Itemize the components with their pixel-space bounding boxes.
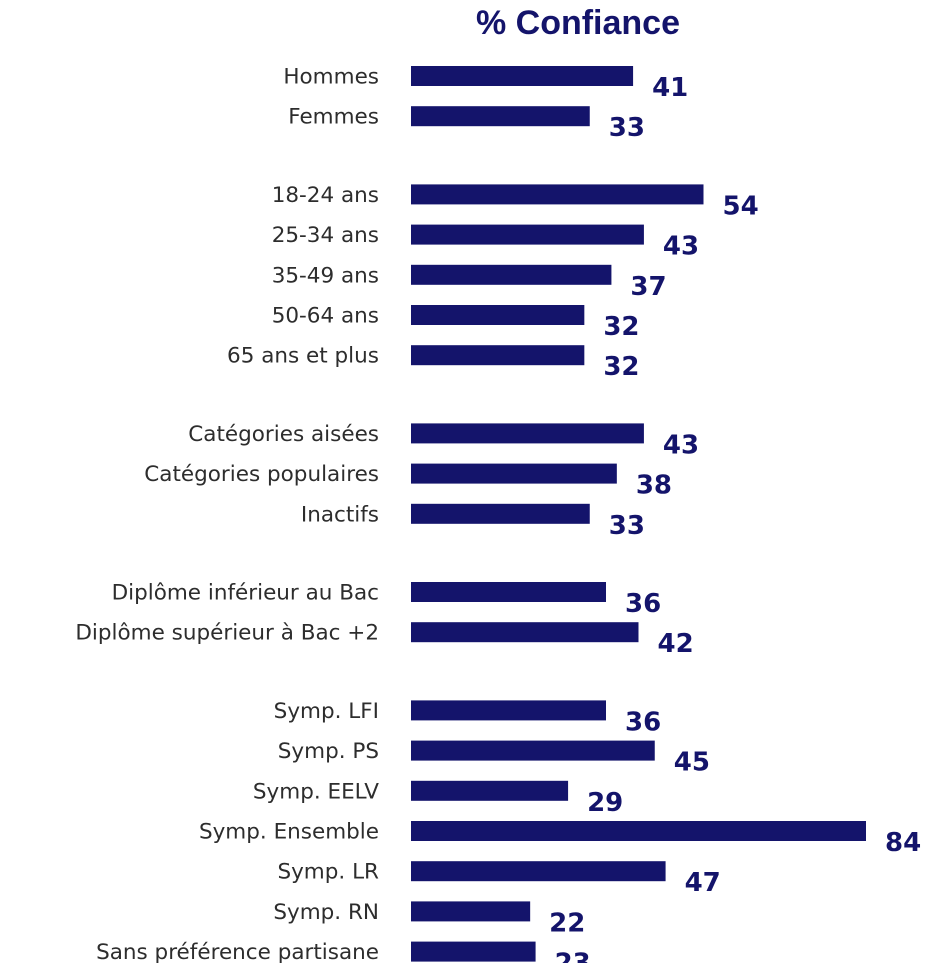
bar <box>411 700 606 721</box>
bar <box>411 740 655 761</box>
category-label: Catégories aisées <box>188 422 379 447</box>
category-label: Catégories populaires <box>144 462 379 487</box>
value-label: 33 <box>609 113 645 143</box>
category-label: Symp. EELV <box>253 779 379 804</box>
bars-layer: Hommes 41 Femmes 33 18-24 ans 54 25-34 ans 43 35… <box>75 65 921 963</box>
chart-title: % Confiance <box>476 4 680 42</box>
value-label: 45 <box>674 748 710 778</box>
value-label: 36 <box>625 589 661 619</box>
bar <box>411 264 612 285</box>
value-label: 32 <box>603 352 639 382</box>
bar <box>411 463 617 484</box>
value-label: 29 <box>587 788 623 818</box>
value-label: 43 <box>663 232 699 262</box>
bar <box>411 941 536 962</box>
category-label: 65 ans et plus <box>227 344 379 369</box>
bar <box>411 224 644 245</box>
category-label: 18-24 ans <box>272 183 379 208</box>
bar <box>411 106 590 127</box>
value-label: 47 <box>685 868 721 898</box>
category-label: Symp. LR <box>277 860 379 885</box>
value-label: 37 <box>630 272 666 302</box>
bar <box>411 821 866 841</box>
category-label: Symp. PS <box>278 739 379 764</box>
category-label: Femmes <box>288 105 379 130</box>
value-label: 23 <box>555 949 591 963</box>
bar <box>411 345 585 366</box>
value-label: 42 <box>658 629 694 659</box>
category-label: Sans préférence partisane <box>96 940 379 963</box>
category-label: Symp. LFI <box>274 699 379 724</box>
bar <box>411 901 531 922</box>
category-label: Symp. Ensemble <box>199 820 379 845</box>
bar <box>411 780 569 801</box>
value-label: 36 <box>625 707 661 737</box>
value-label: 84 <box>885 828 921 858</box>
bar <box>411 622 639 643</box>
bar <box>411 66 634 86</box>
category-label: 25-34 ans <box>272 223 379 248</box>
bar <box>411 184 704 205</box>
category-label: Diplôme supérieur à Bac +2 <box>75 621 379 646</box>
bar <box>411 305 585 325</box>
category-label: Diplôme inférieur au Bac <box>112 581 379 606</box>
category-label: 50-64 ans <box>272 304 379 329</box>
value-label: 32 <box>603 312 639 342</box>
bar <box>411 861 666 882</box>
value-label: 33 <box>609 511 645 541</box>
value-label: 22 <box>549 908 585 938</box>
bar <box>411 582 606 602</box>
value-label: 43 <box>663 430 699 460</box>
bar <box>411 503 590 524</box>
category-label: Hommes <box>283 65 379 90</box>
category-label: Symp. RN <box>273 900 379 925</box>
category-label: Inactifs <box>301 502 379 527</box>
category-label: 35-49 ans <box>272 263 379 288</box>
value-label: 41 <box>652 73 688 103</box>
value-label: 54 <box>723 191 759 221</box>
value-label: 38 <box>636 471 672 501</box>
bar <box>411 423 644 444</box>
